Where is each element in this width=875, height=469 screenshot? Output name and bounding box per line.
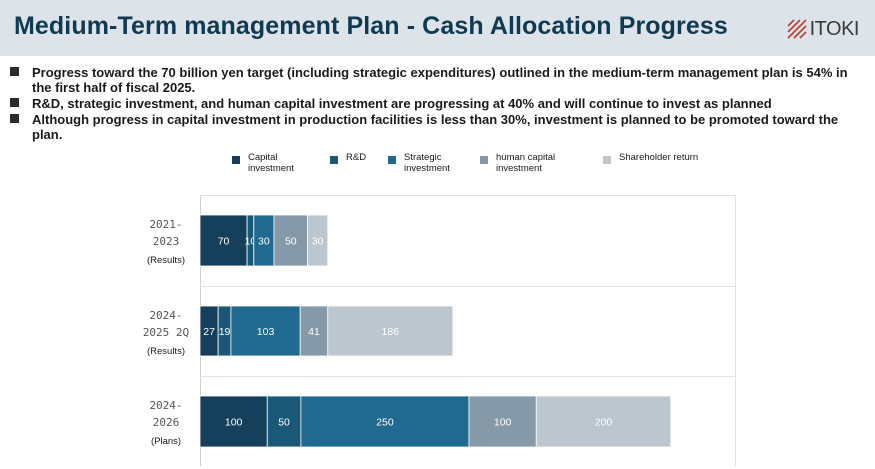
bar-value-label: 30 xyxy=(312,236,324,248)
bullet-text: Progress toward the 70 billion yen targe… xyxy=(32,65,848,95)
legend-swatch xyxy=(232,156,240,164)
bar-value-label: 10 xyxy=(245,236,257,248)
bar-value-label: 50 xyxy=(285,236,297,248)
category-label: 2026 xyxy=(153,416,180,429)
bullet-square-icon xyxy=(10,67,19,76)
legend-label: Capital investment xyxy=(248,152,294,174)
bar-segment xyxy=(327,305,454,357)
category-label: 2021- xyxy=(149,218,182,231)
bar-value-label: 200 xyxy=(595,417,613,429)
legend-swatch xyxy=(480,156,488,164)
category-label: 2024- xyxy=(149,309,182,322)
bullet-item: R&D, strategic investment, and human cap… xyxy=(10,96,870,111)
title-bar: Medium-Term management Plan - Cash Alloc… xyxy=(0,0,875,56)
bar-value-label: 50 xyxy=(278,417,290,429)
bar-segment xyxy=(273,214,309,267)
legend-label: Strategic investment xyxy=(404,152,450,174)
page-title: Medium-Term management Plan - Cash Alloc… xyxy=(14,12,728,40)
category-sublabel: (Plans) xyxy=(151,436,181,447)
category-sublabel: (Results) xyxy=(147,346,185,357)
bar-value-label: 100 xyxy=(225,417,243,429)
bar-value-label: 70 xyxy=(218,236,230,248)
summary-bullets: Progress toward the 70 billion yen targe… xyxy=(10,65,870,143)
legend-label: human capital investment xyxy=(496,152,556,174)
bar-value-label: 30 xyxy=(258,236,270,248)
itoki-logo-icon xyxy=(787,19,807,39)
legend-label: Shareholder return xyxy=(619,152,699,163)
legend-swatch xyxy=(388,156,396,164)
bar-value-label: 103 xyxy=(257,326,275,338)
chart-legend: Capital investment R&D Strategic investm… xyxy=(232,152,723,178)
bar-segment xyxy=(307,214,329,267)
legend-item-shareholder: Shareholder return xyxy=(603,152,723,178)
category-label: 2023 xyxy=(153,235,180,248)
bar-segment xyxy=(199,395,268,448)
category-labels: 2021- 2023 (Results) 2024- 2025 2Q (Results) 2… xyxy=(143,218,189,447)
bullet-item: Progress toward the 70 billion yen targe… xyxy=(10,65,870,95)
logo-text: ITOKI xyxy=(809,17,860,40)
legend-item-human: human capital investment xyxy=(480,152,603,178)
bar-value-label: 19 xyxy=(219,326,231,338)
category-label: 2025 2Q xyxy=(143,326,189,339)
legend-label: R&D xyxy=(346,152,367,163)
bullet-text: R&D, strategic investment, and human cap… xyxy=(32,96,772,111)
category-label: 2024- xyxy=(149,399,182,412)
legend-item-rnd: R&D xyxy=(330,152,388,178)
bar-segment xyxy=(266,395,302,448)
bullet-square-icon xyxy=(10,114,19,123)
bar-segment xyxy=(230,305,301,357)
category-sublabel: (Results) xyxy=(147,255,185,266)
bullet-item: Although progress in capital investment … xyxy=(10,112,870,142)
bullet-square-icon xyxy=(10,98,19,107)
bar-segment xyxy=(299,305,329,357)
legend-swatch xyxy=(330,156,338,164)
bullet-text: Although progress in capital investment … xyxy=(32,112,839,142)
bar-segment xyxy=(300,395,470,448)
bar-value-label: 27 xyxy=(203,326,215,338)
bar-segment xyxy=(535,395,672,448)
bar-value-label: 186 xyxy=(382,326,400,338)
bar-value-label: 100 xyxy=(494,417,512,429)
legend-swatch xyxy=(603,156,611,164)
company-logo: ITOKI xyxy=(787,17,860,40)
bar-value-label: 41 xyxy=(308,326,320,338)
legend-item-strategic: Strategic investment xyxy=(388,152,480,178)
bar-value-label: 250 xyxy=(376,417,394,429)
legend-item-capital: Capital investment xyxy=(232,152,330,178)
